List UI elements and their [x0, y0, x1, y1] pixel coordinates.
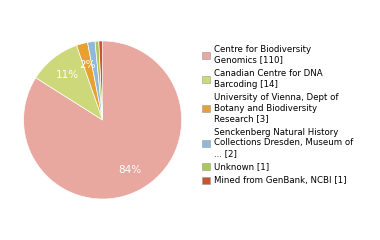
Text: 11%: 11%	[55, 71, 79, 80]
Wedge shape	[87, 41, 103, 120]
Wedge shape	[99, 41, 103, 120]
Text: 2%: 2%	[79, 60, 96, 70]
Legend: Centre for Biodiversity
Genomics [110], Canadian Centre for DNA
Barcoding [14], : Centre for Biodiversity Genomics [110], …	[202, 45, 353, 185]
Wedge shape	[24, 41, 182, 199]
Wedge shape	[76, 42, 103, 120]
Wedge shape	[36, 45, 103, 120]
Wedge shape	[95, 41, 103, 120]
Text: 84%: 84%	[119, 165, 142, 175]
